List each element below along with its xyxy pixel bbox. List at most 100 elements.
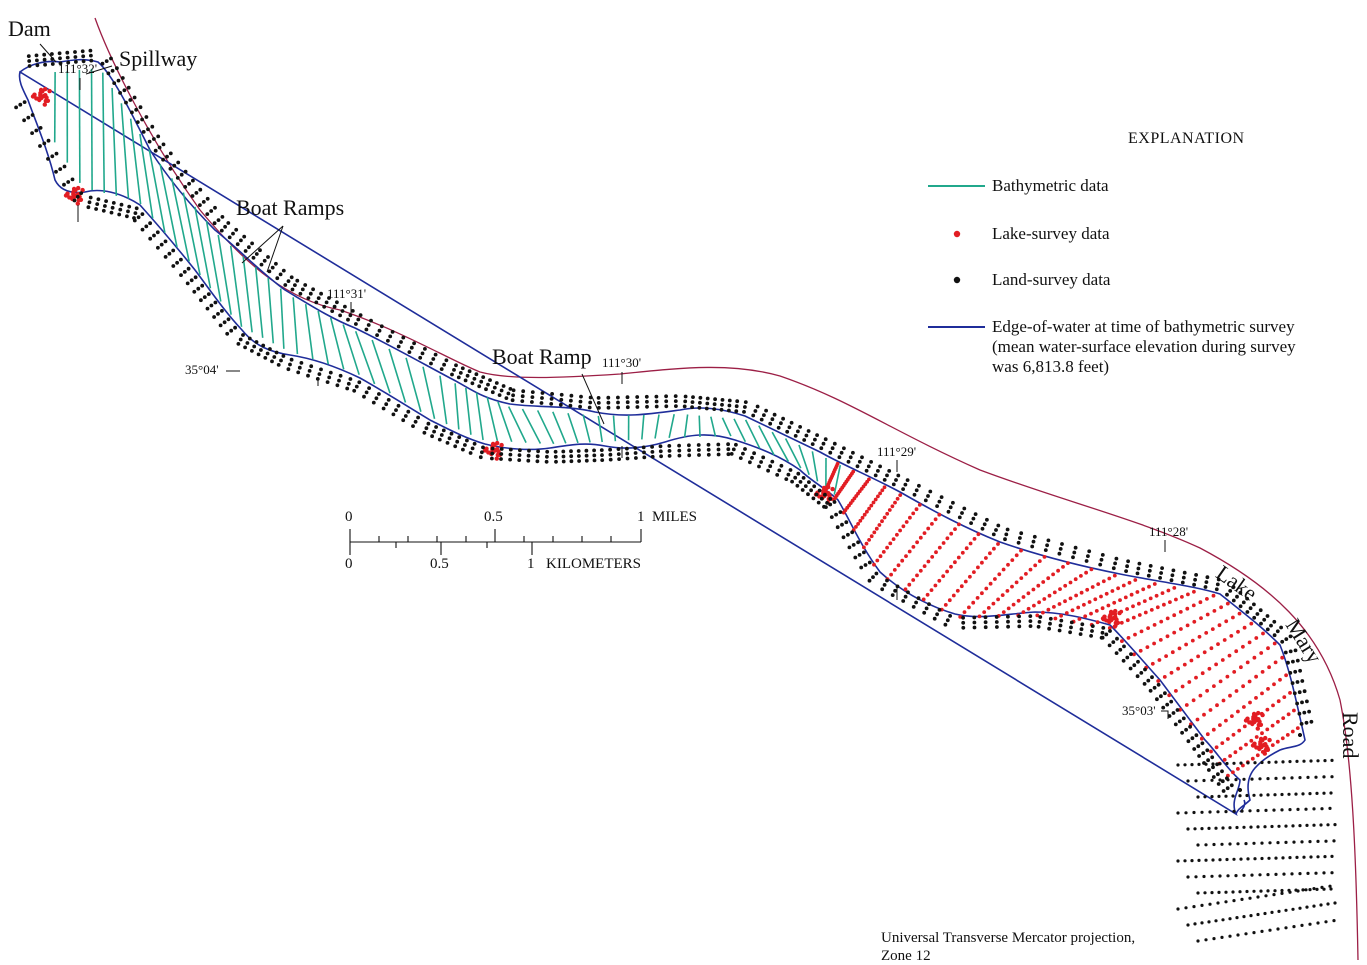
lake-survey-point (1071, 608, 1075, 612)
land-survey-point (650, 445, 654, 449)
land-survey-point (112, 201, 116, 205)
land-survey-point (1218, 858, 1221, 861)
land-survey-point (697, 448, 701, 452)
lake-survey-point (969, 542, 973, 546)
land-survey-point (1204, 938, 1207, 941)
land-survey-point (1196, 795, 1199, 798)
land-survey-point (1249, 914, 1252, 917)
land-survey-point (156, 246, 160, 250)
lake-survey-point (911, 512, 915, 516)
lake-survey-point (1199, 694, 1203, 698)
land-survey-point (139, 105, 143, 109)
lake-survey-point (1282, 695, 1286, 699)
land-survey-point (585, 449, 589, 453)
land-survey-point (540, 401, 544, 405)
spillway-label: Spillway (119, 46, 197, 72)
lake-survey-point (1194, 676, 1198, 680)
lake-survey-point (1140, 630, 1144, 634)
bathymetric-transect (522, 409, 540, 444)
lake-survey-point (1205, 597, 1209, 601)
lake-survey-point (949, 565, 953, 569)
lake-survey-point (1243, 626, 1247, 630)
lake-survey-point (938, 546, 942, 550)
bathymetric-transect (812, 451, 817, 481)
land-survey-point (50, 154, 54, 158)
lake-survey-point (1192, 604, 1196, 608)
lake-survey-point (1054, 617, 1058, 621)
lake-survey-point (1230, 714, 1234, 718)
land-survey-point (664, 404, 668, 408)
land-survey-point (299, 292, 303, 296)
land-survey-point (1214, 919, 1217, 922)
land-survey-point (1200, 827, 1203, 830)
lake-survey-point (862, 546, 866, 550)
land-survey-point (1270, 825, 1273, 828)
lake-survey-point (984, 556, 988, 560)
land-survey-point (712, 407, 716, 411)
lake-survey-point (1252, 712, 1256, 716)
lake-survey-point (1284, 673, 1288, 677)
lake-survey-point (1095, 609, 1099, 613)
lake-survey-point (1002, 568, 1006, 572)
projection-line2: Zone 12 (881, 947, 1135, 965)
land-survey-point (1266, 628, 1270, 632)
lake-survey-point (1251, 743, 1255, 747)
land-survey-point (659, 449, 663, 453)
land-survey-point (1240, 898, 1243, 901)
lake-survey-point (1120, 639, 1124, 643)
land-survey-point (635, 395, 639, 399)
land-survey-point (699, 396, 703, 400)
land-survey-point (124, 101, 128, 105)
lake-survey-point (1132, 616, 1136, 620)
lat-35-03-label: 35°03' (1122, 703, 1156, 719)
land-survey-point (1304, 808, 1307, 811)
land-survey-point (750, 456, 754, 460)
land-survey-point (293, 283, 297, 287)
land-survey-point (592, 449, 596, 453)
land-survey-point (148, 237, 152, 241)
lake-survey-point (1196, 655, 1200, 659)
land-survey-point (1324, 920, 1327, 923)
land-survey-point (734, 409, 738, 413)
land-survey-point (674, 404, 678, 408)
land-survey-point (509, 453, 513, 457)
lake-survey-point (989, 582, 993, 586)
land-survey-point (484, 387, 488, 391)
land-survey-point (1305, 721, 1309, 725)
land-survey-point (481, 446, 485, 450)
lake-survey-point (1105, 592, 1109, 596)
land-survey-point (1202, 875, 1205, 878)
land-survey-point (1058, 552, 1062, 556)
land-survey-point (1216, 810, 1219, 813)
land-survey-point (1292, 841, 1295, 844)
land-survey-point (756, 405, 760, 409)
land-survey-point (1115, 557, 1119, 561)
land-survey-point (1171, 573, 1175, 577)
land-survey-point (1225, 762, 1228, 765)
land-survey-point (917, 484, 921, 488)
land-survey-point (894, 478, 898, 482)
land-survey-point (600, 448, 604, 452)
land-survey-point (250, 349, 254, 353)
lake-survey-point (1260, 713, 1264, 717)
land-survey-point (609, 458, 613, 462)
land-survey-point (1287, 793, 1290, 796)
lake-survey-point (1038, 559, 1042, 563)
land-survey-point (536, 449, 540, 453)
land-survey-point (1101, 626, 1105, 630)
land-survey-point (752, 451, 756, 455)
lake-survey-point (1231, 770, 1235, 774)
lake-survey-point (1168, 600, 1172, 604)
lake-survey-point (904, 554, 908, 558)
land-survey-point (1266, 777, 1269, 780)
bathymetric-transect (131, 119, 141, 204)
land-survey-point (1186, 923, 1189, 926)
land-survey-point (1250, 874, 1253, 877)
land-survey-point (187, 267, 191, 271)
land-survey-point (1252, 890, 1255, 893)
land-survey-point (1295, 856, 1298, 859)
land-survey-point (1282, 777, 1285, 780)
land-survey-point (554, 450, 558, 454)
land-survey-point (270, 360, 274, 364)
land-survey-point (651, 450, 655, 454)
